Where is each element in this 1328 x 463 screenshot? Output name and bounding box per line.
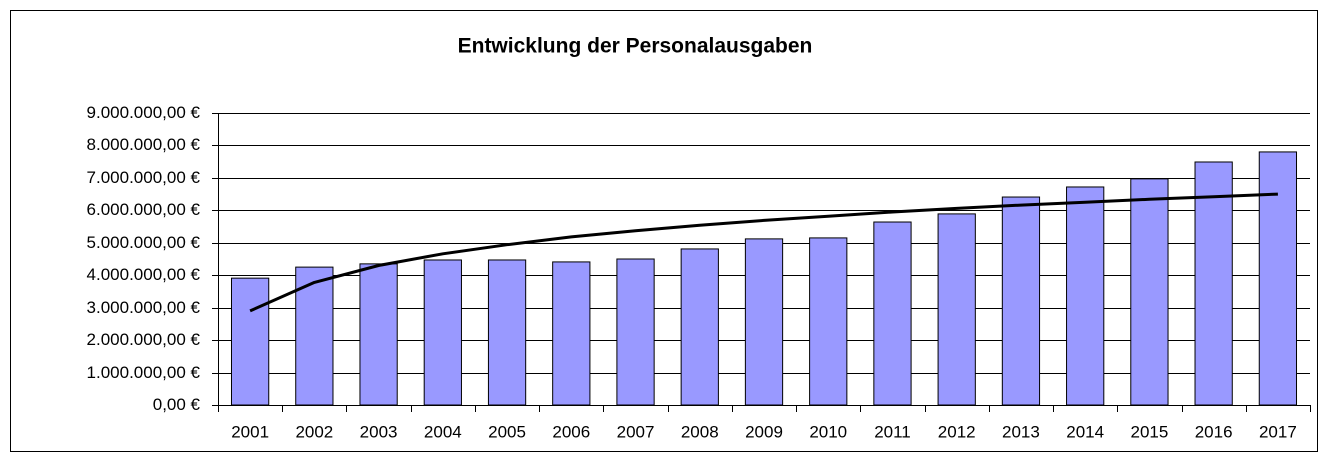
y-tick-label: 7.000.000,00 € [87,168,201,187]
trend-line [249,192,1278,313]
bar [937,213,976,406]
bar [1001,196,1041,406]
x-tick-label: 2015 [1130,422,1168,441]
y-tick-label: 1.000.000,00 € [87,363,201,382]
bar [230,277,270,406]
x-tick-label: 2005 [488,422,526,441]
chart-frame [10,10,1318,452]
x-tick-label: 2010 [809,422,847,441]
y-tick-label: 4.000.000,00 € [87,265,201,284]
bar [423,259,462,406]
bar [616,258,655,406]
x-tick-label: 2003 [360,422,398,441]
bar [744,238,784,406]
x-tick-label: 2011 [874,422,911,441]
bar [1066,186,1105,406]
y-tick-label: 0,00 € [153,395,201,414]
x-tick-label: 2008 [681,422,719,441]
x-tick-label: 2004 [424,422,462,441]
x-tick-label: 2001 [231,422,269,441]
x-tick-label: 2012 [938,422,976,441]
x-tick-label: 2007 [617,422,655,441]
x-tick-label: 2017 [1259,422,1297,441]
x-tick-label: 2016 [1195,422,1233,441]
y-tick-label: 6.000.000,00 € [87,200,201,219]
bar [809,237,848,406]
y-tick-label: 2.000.000,00 € [87,330,201,349]
bar [680,248,719,406]
x-tick-label: 2014 [1066,422,1104,441]
bar [552,261,591,406]
chart-title: Entwicklung der Personalausgaben [458,35,813,58]
x-tick-label: 2006 [552,422,590,441]
bar [359,263,398,406]
bar [1130,178,1169,406]
bar [1258,151,1298,406]
y-tick-label: 3.000.000,00 € [87,298,201,317]
bar [873,221,912,406]
bar [295,266,334,406]
y-tick-label: 8.000.000,00 € [87,135,201,154]
bar [1194,161,1233,406]
x-tick-label: 2013 [1002,422,1040,441]
x-tick-label: 2002 [295,422,333,441]
y-tick-label: 9.000.000,00 € [87,103,201,122]
x-tick-label: 2009 [745,422,783,441]
bar [487,259,527,406]
y-tick-label: 5.000.000,00 € [87,233,201,252]
